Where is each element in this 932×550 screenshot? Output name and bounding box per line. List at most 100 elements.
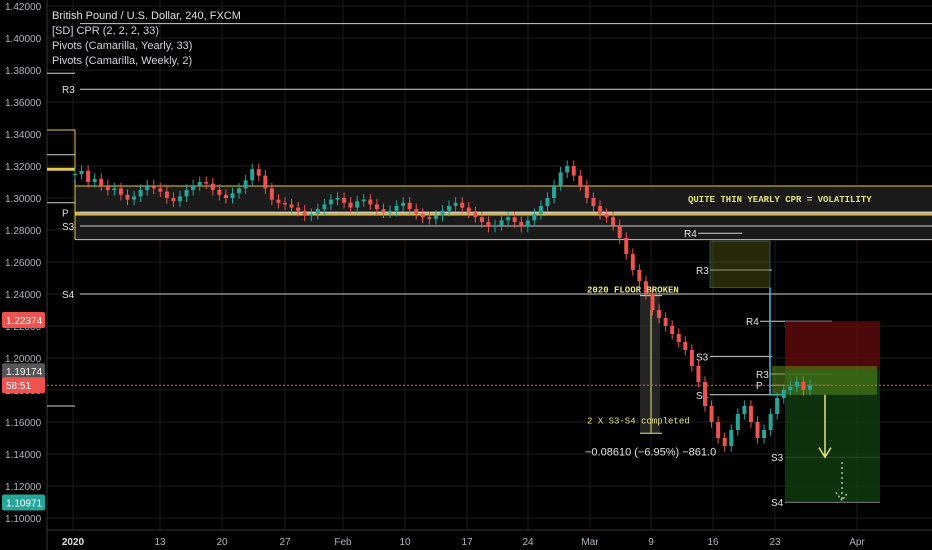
candle-body: [374, 204, 379, 210]
weekly-pivot-label: S4: [696, 391, 709, 402]
candle-body: [427, 217, 432, 219]
candle-body: [538, 206, 543, 214]
candle-body: [598, 206, 602, 214]
candle-body: [230, 193, 235, 198]
y-tick-label: 1.26000: [5, 258, 42, 269]
candle-body: [735, 414, 740, 430]
candle-body: [355, 201, 360, 208]
weekly-pivot-label: S3: [696, 352, 709, 363]
candle-body: [670, 326, 675, 334]
candle-body: [479, 217, 484, 222]
weekly-pivot-label: S3: [771, 453, 784, 464]
candle-body: [742, 406, 747, 414]
yearly-pivot-label: S3: [62, 222, 75, 233]
x-tick-label: 2020: [62, 537, 85, 548]
candle-body: [368, 199, 373, 205]
candle-body: [191, 185, 196, 190]
candle-body: [447, 206, 452, 211]
candle-body: [315, 209, 320, 214]
candle-body: [263, 175, 268, 189]
candle-body: [689, 350, 694, 366]
candle-body: [145, 185, 150, 190]
price-label-bg: [2, 377, 45, 394]
candle-body: [250, 169, 255, 181]
x-tick-label: 20: [216, 537, 228, 548]
arrow-down-head: [818, 447, 832, 459]
candle-body: [591, 198, 596, 206]
candle-body: [322, 204, 327, 210]
price-label-bg: [2, 312, 45, 329]
yearly-p-label: P: [62, 208, 69, 219]
chart-legend: British Pound / U.S. Dollar, 240, FXCM […: [52, 9, 241, 69]
candle-body: [657, 310, 662, 318]
candle-body: [440, 210, 445, 216]
candle-body: [328, 199, 333, 205]
candle-body: [99, 178, 104, 186]
annotation-floor-broken: 2020 FLOOR BROKEN: [587, 285, 679, 295]
candle-body: [197, 182, 202, 186]
weekly-zone-a: [709, 240, 771, 289]
short-risk-zone: [785, 321, 880, 370]
candle-body: [394, 206, 399, 211]
weekly-pivot-label: R4: [746, 317, 759, 328]
candle-body: [755, 422, 760, 438]
y-tick-label: 1.20000: [5, 354, 42, 365]
candle-body: [361, 199, 366, 202]
y-tick-label: 1.16000: [5, 418, 42, 429]
indicator-cpr: [SD] CPR (2, 2, 2, 33): [52, 25, 159, 37]
candle-body: [466, 207, 471, 213]
y-tick-label: 1.34000: [5, 130, 42, 141]
candle-body: [643, 281, 648, 294]
x-tick-label: 9: [648, 537, 654, 548]
price-label-text: 1.22374: [6, 316, 43, 327]
annotation-s3-s4: 2 X S3-S4 completed: [587, 417, 690, 427]
candle-body: [460, 202, 465, 208]
candle-body: [696, 366, 701, 382]
x-tick-label: Apr: [849, 537, 865, 548]
candle-body: [283, 202, 287, 205]
candle-body: [709, 406, 714, 422]
yearly-pivot-label: S4: [62, 290, 75, 301]
candle-body: [296, 207, 301, 211]
candle-body: [171, 198, 176, 202]
candle-body: [204, 182, 209, 184]
candle-body: [624, 238, 629, 254]
weekly-pivot-label: P: [756, 381, 763, 392]
candle-body: [768, 414, 773, 430]
x-tick-label: Feb: [334, 537, 352, 548]
candle-body: [493, 225, 497, 227]
candle-body: [223, 194, 228, 198]
candle-body: [611, 217, 616, 226]
candle-body: [716, 422, 721, 438]
y-tick-label: 1.10000: [5, 514, 42, 525]
candle-body: [473, 212, 478, 218]
candle-body: [164, 191, 169, 198]
candle-body: [342, 198, 347, 203]
candle-body: [381, 209, 386, 213]
y-tick-label: 1.38000: [5, 66, 42, 77]
weekly-pivot-label: S4: [771, 498, 784, 509]
measure-readout: −0.08610 (−6.95%) −861.0: [585, 447, 716, 459]
weekly-pivot-label: R3: [696, 266, 709, 277]
candle-body: [256, 169, 261, 176]
candle-body: [676, 334, 681, 342]
candle-body: [617, 225, 622, 238]
x-tick-label: 24: [522, 537, 534, 548]
candle-body: [545, 198, 550, 206]
candle-body: [414, 209, 419, 214]
candle-body: [552, 185, 557, 198]
candle-body: [532, 214, 537, 221]
candle-body: [309, 214, 314, 216]
price-label-text: 1.10971: [6, 498, 43, 509]
candle-body: [486, 222, 491, 227]
x-tick-label: 23: [769, 537, 781, 548]
candle-body: [217, 190, 222, 195]
candle-body: [348, 202, 353, 208]
y-tick-label: 1.40000: [5, 34, 42, 45]
candle-body: [269, 188, 274, 200]
candle-body: [637, 270, 642, 282]
cpr-pivot-band: [75, 211, 932, 216]
candle-body: [184, 190, 189, 197]
candle-body: [578, 175, 583, 186]
